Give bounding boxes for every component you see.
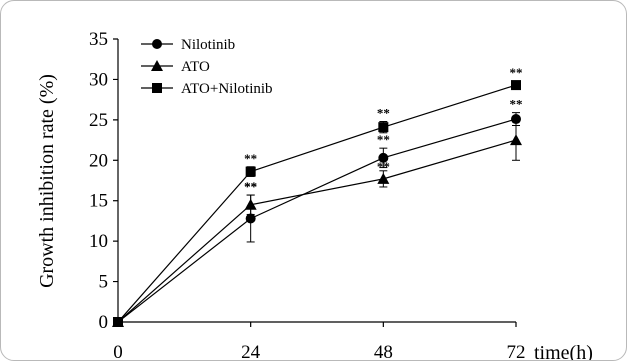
y-tick-label: 30 (89, 69, 108, 90)
significance-label: ** (244, 179, 257, 194)
data-point (245, 166, 256, 177)
legend-label: ATO (181, 59, 210, 75)
significance-label: ** (244, 151, 257, 166)
axes: 0 5 10 15 20 25 30 35 0 24 48 72 (89, 29, 526, 361)
y-tick-label: 15 (89, 191, 108, 212)
y-tick-label: 35 (89, 29, 108, 50)
significance-label: ** (377, 105, 390, 120)
significance-label: ** (244, 179, 257, 194)
data-point (510, 134, 522, 146)
series-line (117, 118, 517, 323)
series-nilotinib: ** ** (113, 97, 523, 327)
x-axis-label: time(h) (534, 342, 593, 361)
legend-item: ATO (141, 59, 210, 75)
legend-label: Nilotinib (181, 37, 235, 53)
x-tick-label: 24 (241, 342, 261, 361)
legend-marker (151, 60, 163, 71)
data-point (113, 317, 123, 327)
legend: Nilotinib ATO ATO+Nilotinib (141, 37, 273, 97)
data-point (511, 114, 521, 125)
y-axis-label: Growth inhibition rate (%) (36, 74, 58, 288)
data-point (377, 172, 390, 184)
x-tick-label: 0 (113, 342, 123, 361)
series-ato: ** (112, 119, 522, 327)
data-point (245, 213, 256, 224)
series-line (117, 139, 517, 323)
y-tick-label: 5 (99, 272, 109, 293)
legend-marker (152, 83, 162, 93)
x-tick-label: 72 (507, 342, 526, 361)
y-tick-label: 0 (99, 312, 109, 333)
y-tick-label: 20 (89, 150, 108, 171)
data-point (378, 122, 389, 133)
legend-label: ATO+Nilotinib (181, 81, 273, 97)
legend-marker (152, 39, 162, 49)
y-tick-label: 10 (89, 231, 108, 252)
significance-label: ** (377, 132, 390, 147)
significance-label: ** (377, 159, 390, 174)
data-point (378, 152, 389, 163)
x-tick-label: 48 (374, 342, 393, 361)
data-point (244, 198, 257, 210)
legend-item: ATO+Nilotinib (141, 81, 273, 97)
legend-item: Nilotinib (141, 37, 235, 53)
y-tick-label: 25 (89, 110, 108, 131)
series-layer: **************** (112, 65, 523, 327)
series-line (117, 84, 517, 323)
data-point (511, 80, 521, 91)
significance-label: ** (510, 97, 523, 112)
significance-label: ** (510, 65, 523, 80)
series-ato-nilotinib: ** ** ** (113, 65, 523, 327)
